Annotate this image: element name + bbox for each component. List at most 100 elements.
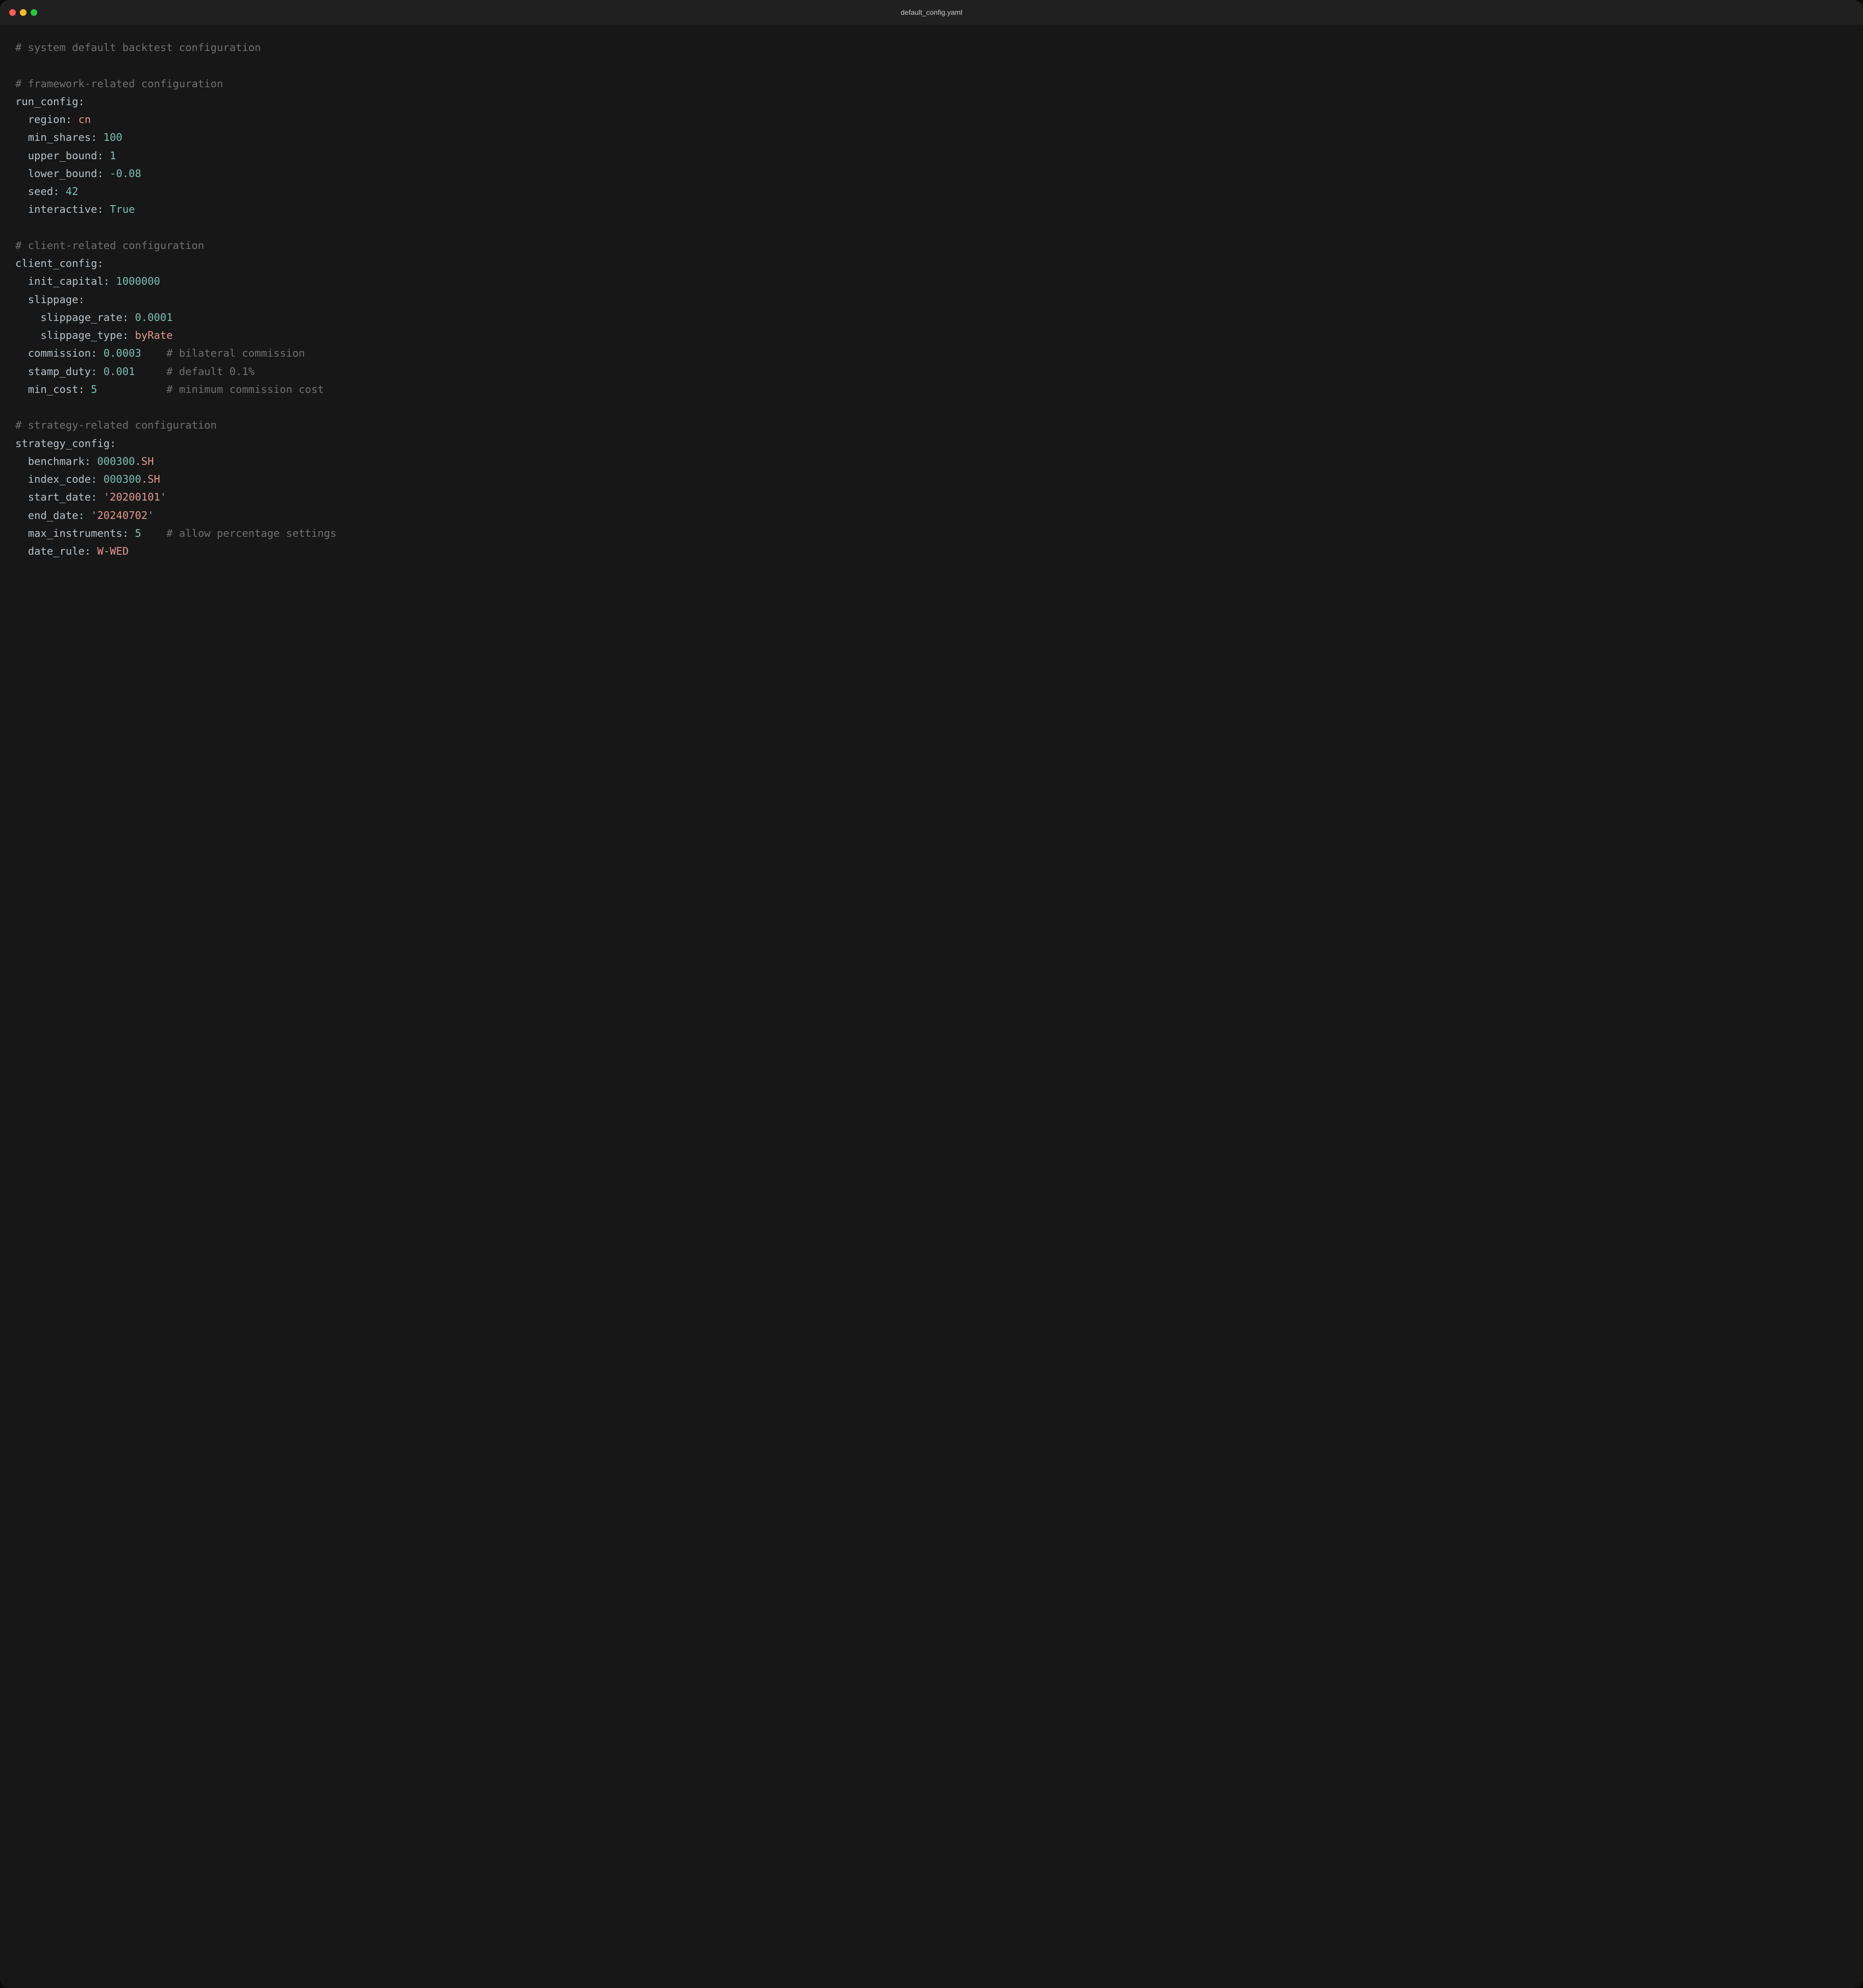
code-line xyxy=(15,219,1848,237)
window-minimize-button[interactable] xyxy=(20,9,27,16)
yaml-comment: # framework-related configuration xyxy=(15,78,223,90)
yaml-quote: ' xyxy=(104,491,110,503)
code-line: seed: 42 xyxy=(15,183,1848,201)
code-line: # system default backtest configuration xyxy=(15,39,1848,57)
code-line: # framework-related configuration xyxy=(15,75,1848,93)
code-line: index_code: 000300.SH xyxy=(15,470,1848,488)
yaml-quote: ' xyxy=(147,509,154,521)
code-line: min_cost: 5 # minimum commission cost xyxy=(15,381,1848,399)
code-line: end_date: '20240702' xyxy=(15,507,1848,525)
code-line: slippage: xyxy=(15,291,1848,309)
yaml-colon: : xyxy=(91,131,97,143)
code-line: slippage_rate: 0.0001 xyxy=(15,309,1848,327)
yaml-number: 1000000 xyxy=(116,275,160,287)
yaml-colon: : xyxy=(85,545,91,557)
yaml-colon: : xyxy=(78,509,84,521)
yaml-comment: # bilateral commission xyxy=(166,347,305,359)
yaml-key: run_config xyxy=(15,95,78,108)
code-line xyxy=(15,399,1848,416)
yaml-key: slippage xyxy=(28,293,79,306)
yaml-key: init_capital xyxy=(28,275,104,287)
yaml-key: end_date xyxy=(28,509,79,521)
yaml-string: byRate xyxy=(135,329,173,341)
yaml-colon: : xyxy=(97,257,103,269)
yaml-colon: : xyxy=(78,383,84,395)
yaml-key: min_shares xyxy=(28,131,91,143)
yaml-colon: : xyxy=(122,527,129,539)
yaml-key: slippage_rate xyxy=(40,311,122,324)
yaml-number: 000300 xyxy=(104,473,141,485)
yaml-key: strategy_config xyxy=(15,437,110,450)
yaml-bool: True xyxy=(110,203,135,215)
code-line: # strategy-related configuration xyxy=(15,416,1848,434)
window-zoom-button[interactable] xyxy=(31,9,37,16)
yaml-key: index_code xyxy=(28,473,91,485)
yaml-colon: : xyxy=(91,347,97,359)
code-line xyxy=(15,57,1848,74)
code-line: slippage_type: byRate xyxy=(15,327,1848,344)
yaml-number: 0.0001 xyxy=(135,311,173,324)
traffic-lights xyxy=(0,9,37,16)
yaml-colon: : xyxy=(97,203,103,215)
yaml-number: -0.08 xyxy=(110,167,141,180)
yaml-colon: : xyxy=(110,437,116,450)
code-line: # client-related configuration xyxy=(15,237,1848,255)
yaml-key: date_rule xyxy=(28,545,85,557)
code-line: min_shares: 100 xyxy=(15,129,1848,146)
yaml-string: W-WED xyxy=(97,545,129,557)
titlebar: default_config.yaml xyxy=(0,0,1863,24)
yaml-colon: : xyxy=(91,365,97,378)
yaml-key: min_cost xyxy=(28,383,79,395)
yaml-quote: ' xyxy=(91,509,97,521)
editor-window: default_config.yaml # system default bac… xyxy=(0,0,1863,1988)
yaml-number: 1 xyxy=(110,150,116,162)
code-line: max_instruments: 5 # allow percentage se… xyxy=(15,525,1848,542)
yaml-comment: # allow percentage settings xyxy=(166,527,336,539)
yaml-key: upper_bound xyxy=(28,150,97,162)
code-line: stamp_duty: 0.001 # default 0.1% xyxy=(15,363,1848,381)
yaml-comment: # minimum commission cost xyxy=(166,383,324,395)
window-close-button[interactable] xyxy=(9,9,16,16)
yaml-string: .SH xyxy=(135,455,154,467)
yaml-key: slippage_type xyxy=(40,329,122,341)
yaml-key: seed xyxy=(28,185,53,197)
yaml-string: 20240702 xyxy=(97,509,147,521)
yaml-number: 000300 xyxy=(97,455,135,467)
yaml-key: stamp_duty xyxy=(28,365,91,378)
yaml-number: 42 xyxy=(66,185,79,197)
yaml-key: commission xyxy=(28,347,91,359)
code-line: run_config: xyxy=(15,93,1848,111)
yaml-key: region xyxy=(28,113,66,126)
code-line: client_config: xyxy=(15,255,1848,272)
yaml-colon: : xyxy=(97,167,103,180)
code-line: start_date: '20200101' xyxy=(15,488,1848,506)
yaml-number: 100 xyxy=(104,131,122,143)
code-line: commission: 0.0003 # bilateral commissio… xyxy=(15,344,1848,362)
yaml-key: start_date xyxy=(28,491,91,503)
yaml-key: benchmark xyxy=(28,455,85,467)
yaml-colon: : xyxy=(78,95,84,108)
yaml-quote: ' xyxy=(160,491,166,503)
code-line: date_rule: W-WED xyxy=(15,542,1848,560)
yaml-colon: : xyxy=(104,275,110,287)
code-line: init_capital: 1000000 xyxy=(15,272,1848,290)
yaml-comment: # system default backtest configuration xyxy=(15,41,261,54)
yaml-colon: : xyxy=(66,113,72,126)
yaml-key: client_config xyxy=(15,257,97,269)
yaml-colon: : xyxy=(122,311,129,324)
yaml-number: 0.0003 xyxy=(104,347,141,359)
yaml-colon: : xyxy=(91,491,97,503)
code-editor[interactable]: # system default backtest configuration … xyxy=(0,24,1863,1988)
yaml-colon: : xyxy=(53,185,59,197)
yaml-comment: # strategy-related configuration xyxy=(15,419,217,431)
yaml-key: lower_bound xyxy=(28,167,97,180)
yaml-string: cn xyxy=(78,113,91,126)
code-line: strategy_config: xyxy=(15,435,1848,453)
yaml-colon: : xyxy=(122,329,129,341)
yaml-string: 20200101 xyxy=(110,491,160,503)
code-line: benchmark: 000300.SH xyxy=(15,453,1848,470)
yaml-number: 5 xyxy=(135,527,141,539)
yaml-number: 0.001 xyxy=(104,365,135,378)
window-title: default_config.yaml xyxy=(0,8,1863,16)
yaml-colon: : xyxy=(78,293,84,306)
